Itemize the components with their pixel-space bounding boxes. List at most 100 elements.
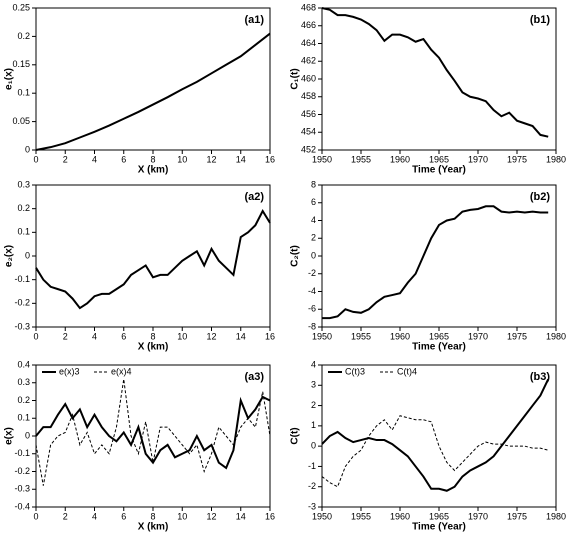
y-tick-label: 464 bbox=[301, 38, 316, 48]
panel: 1950 1955 1960 1965 1970 1975 1980 -3 -2 -1 0 1 2 3 4 T… bbox=[290, 359, 566, 532]
legend-label: C(t)3 bbox=[345, 366, 365, 376]
x-tick-label: 6 bbox=[121, 511, 126, 521]
panel: 1950 1955 1960 1965 1970 1975 1980 -8 -6 -4 -2 0 2 4 6… bbox=[290, 179, 566, 352]
y-tick-label: -6 bbox=[308, 304, 316, 314]
y-tick-label: -4 bbox=[308, 286, 316, 296]
x-tick-label: 2 bbox=[63, 511, 68, 521]
x-tick-label: 1960 bbox=[390, 331, 410, 341]
x-axis-label: X (km) bbox=[138, 342, 169, 353]
x-tick-label: 1950 bbox=[312, 511, 332, 521]
x-tick-label: 8 bbox=[150, 154, 155, 164]
plot-frame bbox=[35, 7, 271, 151]
y-tick-label: -0.3 bbox=[14, 321, 30, 331]
y-tick-label: -3 bbox=[308, 501, 316, 511]
x-axis-label: X (km) bbox=[138, 522, 169, 533]
legend-label: e(x)4 bbox=[111, 366, 132, 376]
y-tick-label: -8 bbox=[308, 321, 316, 331]
panel-annotation: (a1) bbox=[244, 14, 264, 26]
y-tick-label: -1 bbox=[308, 461, 316, 471]
x-tick-label: 1970 bbox=[468, 154, 488, 164]
panel: 0 2 4 6 8 10 12 14 16 -0.3 -0.2 -0.1 0 0.1 0.2 0.3 X (km… bbox=[4, 179, 275, 352]
y-tick-label: 2 bbox=[311, 233, 316, 243]
y-tick-label: 1 bbox=[311, 420, 316, 430]
x-tick-label: 14 bbox=[236, 154, 246, 164]
x-tick-label: 14 bbox=[236, 331, 246, 341]
x-tick-label: 12 bbox=[206, 331, 216, 341]
y-tick-label: 454 bbox=[301, 127, 316, 137]
x-tick-label: 1970 bbox=[468, 511, 488, 521]
x-tick-label: 12 bbox=[206, 511, 216, 521]
panel-annotation: (b2) bbox=[530, 191, 551, 203]
y-tick-label: 462 bbox=[301, 56, 316, 66]
y-tick-label: 0.25 bbox=[12, 2, 30, 12]
y-tick-label: 0.05 bbox=[12, 116, 30, 126]
y-axis-label: e(x) bbox=[4, 427, 15, 445]
y-tick-label: 0 bbox=[311, 441, 316, 451]
y-tick-label: 0.3 bbox=[17, 179, 30, 189]
x-tick-label: 16 bbox=[265, 331, 275, 341]
x-tick-label: 6 bbox=[121, 331, 126, 341]
plot-frame bbox=[35, 184, 271, 328]
y-axis-label: C₁(t) bbox=[290, 68, 301, 89]
y-tick-label: -0.1 bbox=[14, 274, 30, 284]
x-tick-label: 4 bbox=[92, 331, 97, 341]
panel-annotation: (b3) bbox=[530, 371, 551, 383]
y-tick-label: 0.3 bbox=[17, 377, 30, 387]
x-tick-label: 8 bbox=[150, 331, 155, 341]
y-tick-label: 452 bbox=[301, 144, 316, 154]
x-tick-label: 10 bbox=[177, 511, 187, 521]
y-axis-label: e₁(x) bbox=[4, 68, 15, 90]
x-tick-label: 1970 bbox=[468, 331, 488, 341]
x-tick-label: 1980 bbox=[546, 331, 566, 341]
y-tick-label: 0.2 bbox=[17, 203, 30, 213]
x-tick-label: 1955 bbox=[351, 331, 371, 341]
x-tick-label: 14 bbox=[236, 511, 246, 521]
y-tick-label: -0.3 bbox=[14, 484, 30, 494]
y-tick-label: 0 bbox=[25, 144, 30, 154]
y-tick-label: -0.2 bbox=[14, 298, 30, 308]
x-tick-label: 6 bbox=[121, 154, 126, 164]
y-tick-label: 456 bbox=[301, 109, 316, 119]
y-tick-label: 0 bbox=[25, 430, 30, 440]
y-tick-label: 0.1 bbox=[17, 227, 30, 237]
y-tick-label: 4 bbox=[311, 359, 316, 369]
panel: 0 2 4 6 8 10 12 14 16 -0.4 -0.3 -0.2 -0.1 0 0.1 0.2 0.3 0… bbox=[4, 359, 275, 532]
x-tick-label: 1975 bbox=[507, 331, 527, 341]
data-line bbox=[322, 205, 549, 320]
y-tick-label: -2 bbox=[308, 481, 316, 491]
y-tick-label: 466 bbox=[301, 20, 316, 30]
x-tick-label: 0 bbox=[33, 511, 38, 521]
x-tick-label: 16 bbox=[265, 154, 275, 164]
x-tick-label: 8 bbox=[150, 511, 155, 521]
panel: 1950 1955 1960 1965 1970 1975 1980 452 454 456 458… bbox=[290, 2, 566, 175]
x-tick-label: 10 bbox=[177, 331, 187, 341]
plot-frame bbox=[321, 364, 557, 508]
x-tick-label: 1975 bbox=[507, 154, 527, 164]
y-tick-label: 6 bbox=[311, 197, 316, 207]
x-axis-label: Time (Year) bbox=[412, 522, 466, 533]
x-axis-label: Time (Year) bbox=[412, 165, 466, 176]
legend-label: e(x)3 bbox=[59, 366, 80, 376]
y-axis-label: C(t) bbox=[290, 427, 301, 444]
x-tick-label: 1955 bbox=[351, 511, 371, 521]
data-line bbox=[35, 395, 271, 470]
plot-frame bbox=[321, 184, 557, 328]
y-tick-label: -0.4 bbox=[14, 501, 30, 511]
data-line bbox=[35, 208, 271, 310]
y-tick-label: 2 bbox=[311, 400, 316, 410]
y-tick-label: 0.2 bbox=[17, 395, 30, 405]
y-tick-label: 4 bbox=[311, 215, 316, 225]
x-tick-label: 4 bbox=[92, 154, 97, 164]
legend-label: C(t)4 bbox=[397, 366, 417, 376]
data-line bbox=[321, 7, 549, 138]
x-tick-label: 1965 bbox=[429, 154, 449, 164]
x-tick-label: 0 bbox=[33, 331, 38, 341]
y-tick-label: 3 bbox=[311, 380, 316, 390]
x-tick-label: 1960 bbox=[390, 511, 410, 521]
panel-annotation: (a2) bbox=[244, 191, 264, 203]
x-tick-label: 1955 bbox=[351, 154, 371, 164]
x-tick-label: 0 bbox=[33, 154, 38, 164]
data-line bbox=[321, 378, 550, 492]
x-tick-label: 16 bbox=[265, 511, 275, 521]
